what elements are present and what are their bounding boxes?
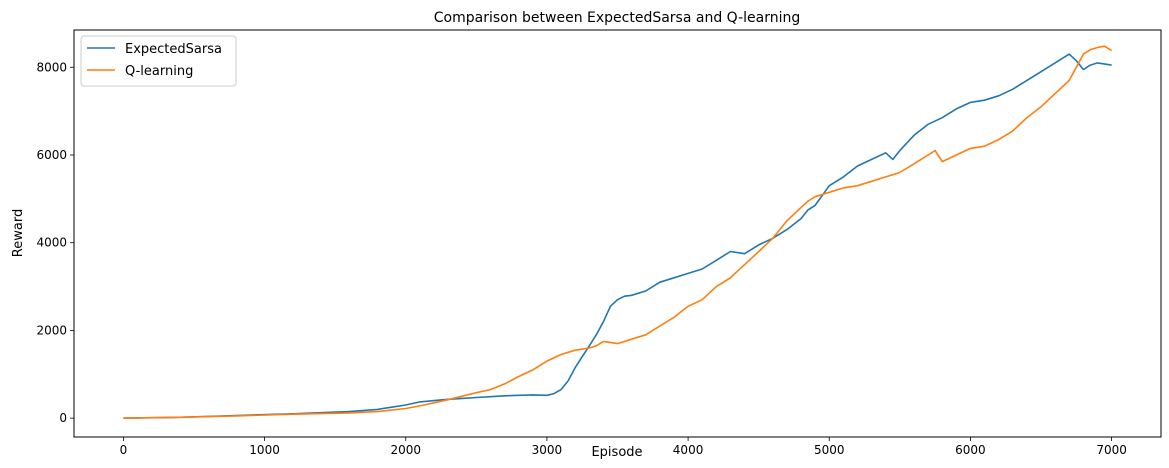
- x-tick-label: 7000: [1096, 443, 1127, 457]
- x-tick-label: 6000: [955, 443, 986, 457]
- legend: ExpectedSarsa Q-learning: [80, 35, 237, 87]
- series-line-q-learning: [123, 45, 1113, 419]
- legend-label-q-learning: Q-learning: [125, 64, 193, 79]
- y-tick-label: 8000: [36, 60, 67, 74]
- plot-area-frame: [73, 29, 1162, 438]
- x-axis: 0 1000 2000 3000 4000 5000 6000 7000: [120, 437, 1127, 457]
- legend-box: [80, 35, 237, 87]
- plot-series: [123, 45, 1113, 419]
- y-axis-label: Reward: [11, 209, 26, 257]
- x-tick-label: 3000: [532, 443, 563, 457]
- chart-title: Comparison between ExpectedSarsa and Q-l…: [434, 10, 801, 26]
- x-axis-label: Episode: [591, 445, 642, 460]
- x-tick-label: 5000: [814, 443, 845, 457]
- x-tick-label: 4000: [673, 443, 704, 457]
- y-tick-label: 4000: [36, 236, 67, 250]
- series-line-expectedsarsa: [123, 53, 1112, 419]
- x-tick-label: 0: [120, 443, 128, 457]
- legend-label-expectedsarsa: ExpectedSarsa: [125, 42, 222, 57]
- y-tick-label: 2000: [36, 323, 67, 337]
- y-tick-label: 0: [59, 411, 67, 425]
- y-axis: 0 2000 4000 6000 8000: [36, 60, 74, 425]
- x-tick-label: 1000: [249, 443, 280, 457]
- y-tick-label: 6000: [36, 148, 67, 162]
- x-tick-label: 2000: [390, 443, 421, 457]
